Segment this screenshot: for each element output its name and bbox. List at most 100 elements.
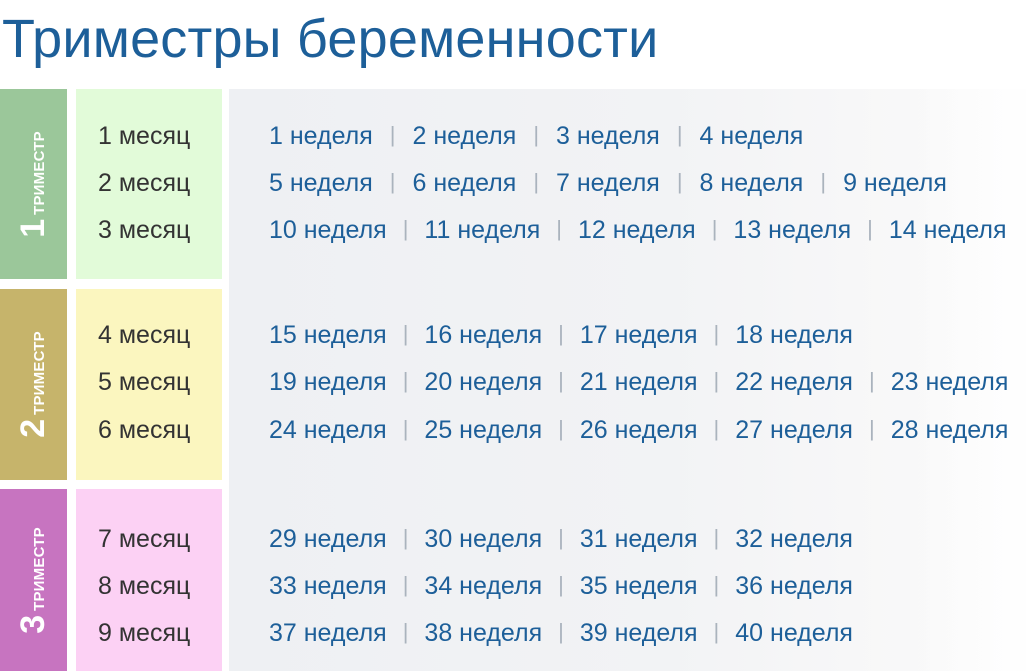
week-item: 16 неделя bbox=[424, 321, 543, 349]
week-row: 10 неделя | 11 неделя | 12 неделя | 13 неде… bbox=[269, 215, 1007, 245]
month-label: 5 месяц bbox=[98, 368, 191, 396]
trimester-number: 1 bbox=[14, 218, 53, 238]
week-item: 26 неделя bbox=[579, 416, 698, 444]
separator: | bbox=[713, 572, 720, 597]
week-item: 28 неделя bbox=[890, 416, 1009, 444]
separator: | bbox=[558, 572, 564, 597]
trimester-1-block: 1 ТРИМЕСТР bbox=[0, 89, 229, 279]
separator: | bbox=[533, 122, 540, 147]
separator: | bbox=[389, 122, 396, 147]
week-item: 12 неделя bbox=[578, 216, 696, 244]
week-item: 30 неделя bbox=[424, 525, 543, 553]
trimester-3-block: 3 ТРИМЕСТР bbox=[0, 489, 229, 671]
separator: | bbox=[868, 368, 875, 393]
week-item: 22 неделя bbox=[735, 368, 853, 396]
separator: | bbox=[713, 368, 720, 393]
month-label: 2 месяц bbox=[98, 169, 191, 197]
separator: | bbox=[402, 525, 409, 550]
month-label: 4 месяц bbox=[98, 321, 191, 349]
separator: | bbox=[676, 169, 683, 194]
week-item: 11 неделя bbox=[424, 216, 541, 244]
separator: | bbox=[402, 368, 409, 393]
week-item: 17 неделя bbox=[579, 321, 698, 349]
trimester-3-tab: 3 ТРИМЕСТР bbox=[0, 489, 67, 671]
trimester-2-months bbox=[76, 289, 222, 480]
separator: | bbox=[558, 321, 564, 346]
month-label: 6 месяц bbox=[98, 416, 191, 444]
month-label: 7 месяц bbox=[98, 525, 191, 553]
separator: | bbox=[558, 416, 564, 441]
week-row: 15 неделя | 16 неделя | 17 неделя | 18 неде… bbox=[269, 320, 853, 350]
week-item: 39 неделя bbox=[579, 619, 698, 647]
week-row: 24 неделя | 25 неделя | 26 неделя | 27 неде… bbox=[269, 415, 1008, 445]
month-label: 8 месяц bbox=[98, 572, 191, 600]
separator: | bbox=[713, 619, 720, 644]
separator: | bbox=[402, 321, 409, 346]
separator: | bbox=[867, 216, 873, 241]
week-item: 31 неделя bbox=[579, 525, 698, 553]
week-item: 9 неделя bbox=[843, 169, 947, 197]
month-label: 1 месяц bbox=[98, 122, 191, 150]
week-item: 27 неделя bbox=[735, 416, 853, 444]
week-item: 20 неделя bbox=[424, 368, 543, 396]
week-row: 33 неделя | 34 неделя | 35 неделя | 36 неде… bbox=[269, 571, 853, 601]
week-row: 1 неделя | 2 неделя | 3 неделя | 4 неделя bbox=[269, 121, 803, 151]
week-item: 10 неделя bbox=[269, 216, 387, 244]
week-item: 40 неделя bbox=[735, 619, 853, 647]
week-item: 5 неделя bbox=[269, 169, 373, 197]
week-item: 35 неделя bbox=[579, 572, 698, 600]
week-item: 1 неделя bbox=[269, 122, 373, 150]
week-item: 18 неделя bbox=[735, 321, 853, 349]
week-row: 5 неделя | 6 неделя | 7 неделя | 8 неделя | … bbox=[269, 168, 947, 198]
trimester-3-label: 3 ТРИМЕСТР bbox=[14, 527, 53, 634]
week-item: 8 неделя bbox=[699, 169, 804, 197]
trimester-3-months bbox=[76, 489, 222, 671]
trimester-word: ТРИМЕСТР bbox=[31, 130, 49, 215]
week-item: 2 неделя bbox=[412, 122, 517, 150]
trimester-word: ТРИМЕСТР bbox=[31, 331, 49, 415]
week-item: 21 неделя bbox=[579, 368, 698, 396]
week-item: 38 неделя bbox=[424, 619, 543, 647]
separator: | bbox=[556, 216, 562, 241]
week-row: 19 неделя | 20 неделя | 21 неделя | 22 неде… bbox=[269, 367, 1008, 397]
separator: | bbox=[713, 321, 720, 346]
separator: | bbox=[389, 169, 396, 194]
trimester-number: 2 bbox=[14, 418, 53, 438]
separator: | bbox=[713, 525, 720, 550]
separator: | bbox=[558, 525, 564, 550]
separator: | bbox=[558, 619, 564, 644]
week-item: 36 неделя bbox=[735, 572, 853, 600]
trimester-1-tab: 1 ТРИМЕСТР bbox=[0, 89, 67, 279]
separator: | bbox=[402, 619, 409, 644]
week-item: 29 неделя bbox=[269, 525, 387, 553]
trimester-2-label: 2 ТРИМЕСТР bbox=[14, 331, 53, 438]
month-label: 3 месяц bbox=[98, 216, 191, 244]
week-item: 14 неделя bbox=[888, 216, 1007, 244]
week-item: 24 неделя bbox=[269, 416, 387, 444]
week-item: 6 неделя bbox=[412, 169, 517, 197]
week-item: 33 неделя bbox=[269, 572, 387, 600]
trimester-2-block: 2 ТРИМЕСТР bbox=[0, 289, 229, 480]
separator: | bbox=[533, 169, 540, 194]
week-row: 37 неделя | 38 неделя | 39 неделя | 40 неде… bbox=[269, 618, 853, 648]
separator: | bbox=[402, 216, 409, 241]
separator: | bbox=[402, 416, 409, 441]
week-item: 25 неделя bbox=[424, 416, 543, 444]
week-item: 23 неделя bbox=[890, 368, 1009, 396]
weeks-panel bbox=[229, 89, 1026, 671]
week-item: 19 неделя bbox=[269, 368, 387, 396]
separator: | bbox=[558, 368, 564, 393]
week-item: 3 неделя bbox=[556, 122, 660, 150]
week-item: 4 неделя bbox=[699, 122, 804, 150]
week-item: 32 неделя bbox=[735, 525, 853, 553]
week-item: 13 неделя bbox=[733, 216, 852, 244]
separator: | bbox=[820, 169, 827, 194]
trimester-number: 3 bbox=[14, 614, 53, 634]
week-row: 29 неделя | 30 неделя | 31 неделя | 32 неде… bbox=[269, 524, 853, 554]
month-label: 9 месяц bbox=[98, 619, 191, 647]
separator: | bbox=[868, 416, 875, 441]
trimester-2-tab: 2 ТРИМЕСТР bbox=[0, 289, 67, 480]
week-item: 15 неделя bbox=[269, 321, 387, 349]
separator: | bbox=[713, 416, 720, 441]
trimester-word: ТРИМЕСТР bbox=[31, 526, 49, 611]
